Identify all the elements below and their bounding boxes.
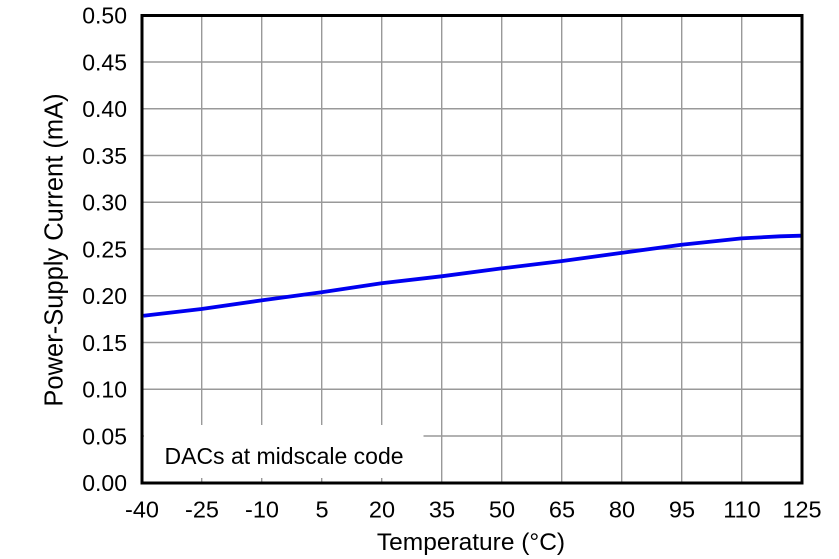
svg-text:Temperature (°C): Temperature (°C) xyxy=(377,529,565,556)
svg-text:0.40: 0.40 xyxy=(82,96,127,122)
svg-text:95: 95 xyxy=(669,497,695,523)
svg-text:0.00: 0.00 xyxy=(82,470,127,496)
svg-text:110: 110 xyxy=(723,497,760,523)
svg-text:0.20: 0.20 xyxy=(82,283,127,309)
svg-text:-10: -10 xyxy=(245,497,279,523)
svg-text:80: 80 xyxy=(609,497,635,523)
svg-text:125: 125 xyxy=(782,497,821,523)
svg-text:0.05: 0.05 xyxy=(82,423,127,449)
svg-text:0.45: 0.45 xyxy=(82,49,127,75)
svg-text:Power-Supply Current (mA): Power-Supply Current (mA) xyxy=(41,93,69,406)
svg-text:20: 20 xyxy=(369,497,395,523)
svg-text:35: 35 xyxy=(429,497,455,523)
svg-text:5: 5 xyxy=(315,497,328,523)
svg-text:-40: -40 xyxy=(125,497,159,523)
svg-text:0.30: 0.30 xyxy=(82,190,127,216)
svg-text:0.35: 0.35 xyxy=(82,143,127,169)
svg-text:-25: -25 xyxy=(185,497,219,523)
svg-text:0.10: 0.10 xyxy=(82,377,127,403)
svg-text:DACs at midscale code: DACs at midscale code xyxy=(165,443,404,469)
svg-text:0.15: 0.15 xyxy=(82,330,127,356)
svg-text:50: 50 xyxy=(489,497,515,523)
svg-text:0.25: 0.25 xyxy=(82,236,127,262)
svg-text:0.50: 0.50 xyxy=(82,3,127,29)
svg-text:65: 65 xyxy=(549,497,575,523)
